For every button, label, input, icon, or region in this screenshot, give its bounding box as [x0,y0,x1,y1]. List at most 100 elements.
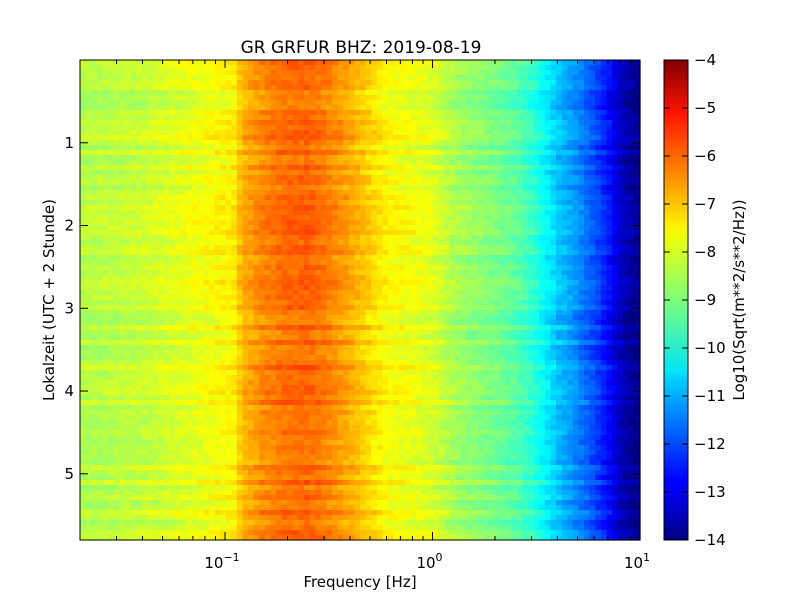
heatmap-cell [500,125,507,131]
heatmap-cell [455,65,462,71]
heatmap-cell [292,245,299,251]
heatmap-cell [511,175,518,181]
heatmap-cell [421,265,428,271]
heatmap-cell [376,140,383,146]
heatmap-cell [242,295,249,301]
heatmap-cell [220,290,227,296]
heatmap-cell [292,100,299,106]
heatmap-cell [572,125,579,131]
heatmap-cell [270,230,277,236]
heatmap-cell [236,275,243,281]
heatmap-cell [208,295,215,301]
heatmap-cell [578,305,585,311]
heatmap-cell [124,280,131,286]
heatmap-cell [460,160,467,166]
heatmap-cell [326,280,333,286]
heatmap-cell [96,115,103,121]
heatmap-cell [483,85,490,91]
heatmap-cell [281,300,288,306]
heatmap-cell [192,115,199,121]
heatmap-cell [483,105,490,111]
heatmap-cell [488,65,495,71]
heatmap-cell [556,270,563,276]
heatmap-cell [466,260,473,266]
heatmap-cell [214,220,221,226]
heatmap-cell [259,250,266,256]
heatmap-cell [197,215,204,221]
heatmap-cell [315,65,322,71]
heatmap-cell [197,100,204,106]
heatmap-cell [298,130,305,136]
heatmap-cell [432,70,439,76]
heatmap-cell [169,205,176,211]
heatmap-cell [197,145,204,151]
heatmap-cell [248,80,255,86]
heatmap-cell [147,185,154,191]
heatmap-cell [432,190,439,196]
heatmap-cell [158,135,165,141]
heatmap-cell [584,275,591,281]
heatmap-cell [276,110,283,116]
heatmap-cell [253,205,260,211]
heatmap-cell [488,275,495,281]
heatmap-cell [292,135,299,141]
heatmap-cell [236,290,243,296]
heatmap-cell [438,85,445,91]
heatmap-cell [444,75,451,81]
heatmap-cell [556,190,563,196]
heatmap-cell [287,125,294,131]
heatmap-cell [85,150,92,156]
heatmap-cell [298,185,305,191]
heatmap-cell [427,240,434,246]
heatmap-cell [595,290,602,296]
heatmap-cell [337,280,344,286]
heatmap-cell [304,205,311,211]
heatmap-cell [516,210,523,216]
heatmap-cell [231,155,238,161]
heatmap-cell [186,285,193,291]
heatmap-cell [427,250,434,256]
heatmap-cell [612,90,619,96]
heatmap-cell [505,135,512,141]
heatmap-cell [113,150,120,156]
heatmap-cell [449,290,456,296]
heatmap-cell [348,190,355,196]
heatmap-cell [113,190,120,196]
heatmap-cell [421,245,428,251]
heatmap-cell [449,200,456,206]
heatmap-cell [505,220,512,226]
heatmap-cell [96,140,103,146]
heatmap-cell [259,135,266,141]
heatmap-cell [511,255,518,261]
heatmap-cell [472,165,479,171]
heatmap-cell [197,230,204,236]
heatmap-cell [623,215,630,221]
heatmap-cell [539,185,546,191]
heatmap-cell [533,170,540,176]
heatmap-cell [617,155,624,161]
heatmap-cell [634,125,641,131]
heatmap-cell [382,190,389,196]
heatmap-cell [550,85,557,91]
heatmap-cell [421,220,428,226]
heatmap-cell [175,115,182,121]
heatmap-cell [147,110,154,116]
heatmap-cell [444,125,451,131]
heatmap-cell [556,140,563,146]
heatmap-cell [427,90,434,96]
heatmap-cell [175,170,182,176]
heatmap-cell [376,200,383,206]
heatmap-cell [214,280,221,286]
heatmap-cell [343,245,350,251]
heatmap-cell [108,185,115,191]
heatmap-cell [617,185,624,191]
heatmap-cell [522,245,529,251]
heatmap-cell [326,230,333,236]
heatmap-cell [427,180,434,186]
heatmap-cell [561,290,568,296]
heatmap-cell [298,300,305,306]
heatmap-cell [628,125,635,131]
heatmap-cell [382,75,389,81]
heatmap-cell [539,75,546,81]
heatmap-cell [91,300,98,306]
